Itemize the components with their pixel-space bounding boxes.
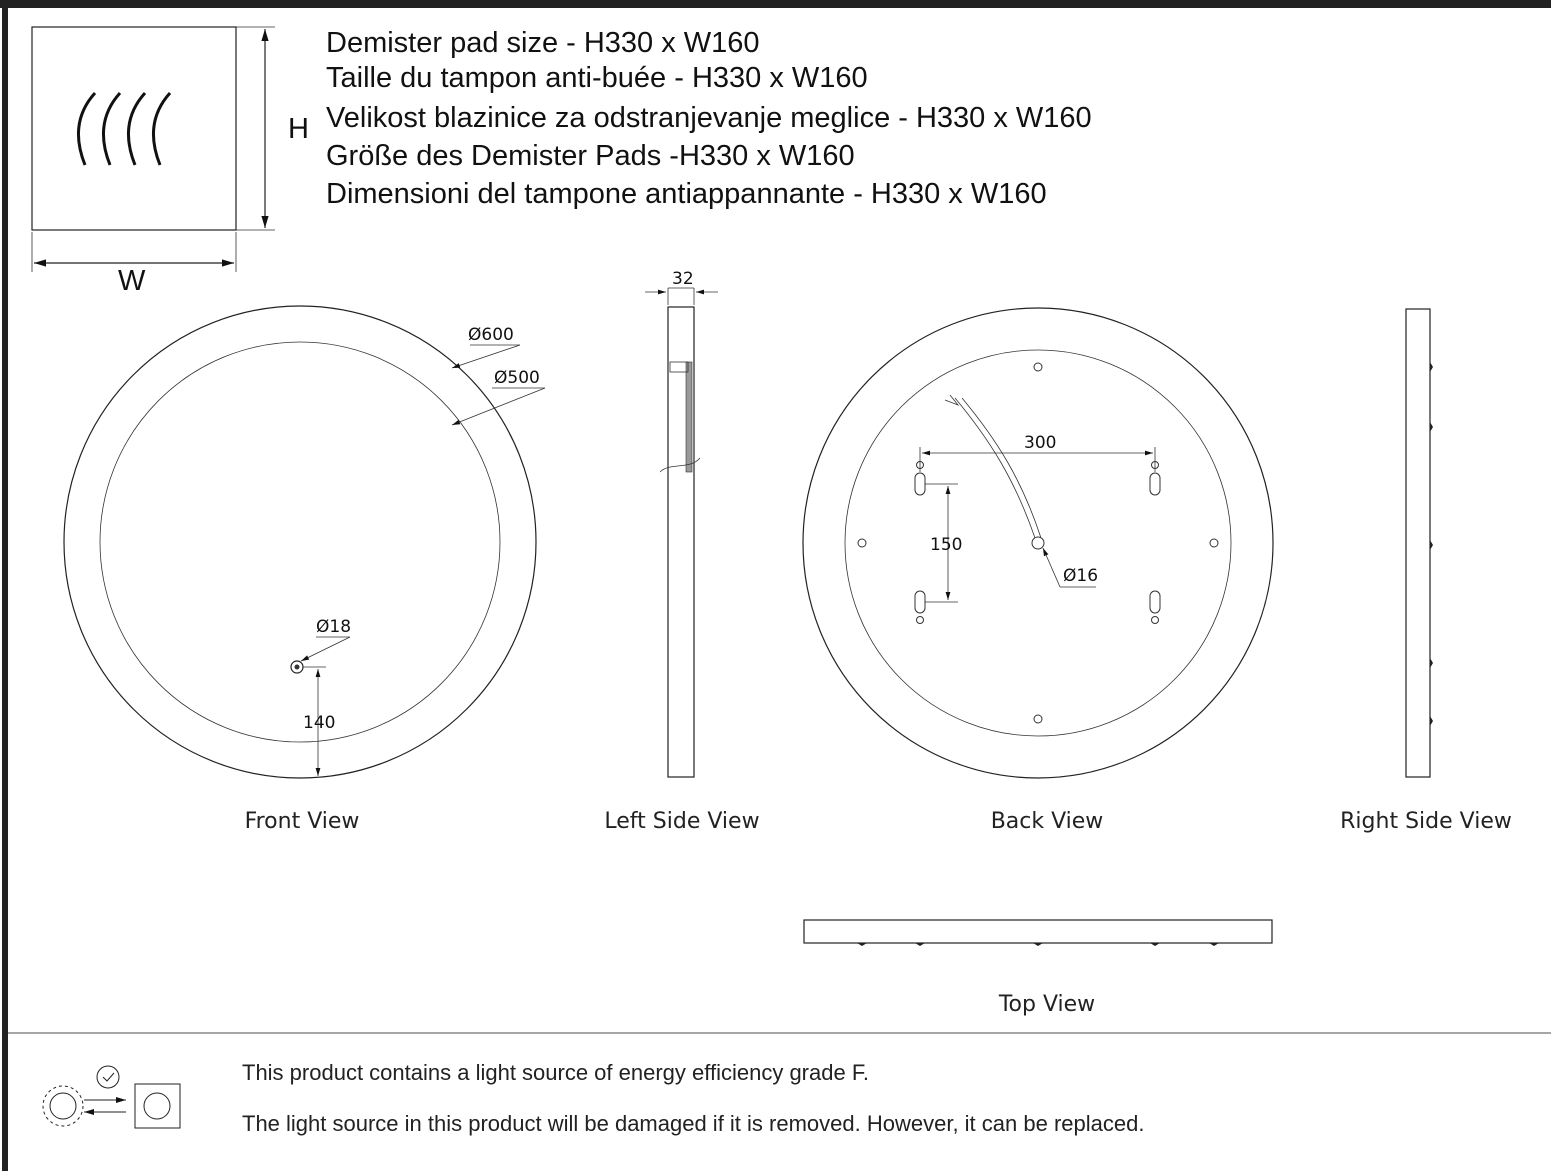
w-label: W [118, 265, 146, 297]
demister-line: Größe des Demister Pads -H330 x W160 [326, 140, 855, 172]
right-side-view [1405, 308, 1433, 778]
demister-line: Demister pad size - H330 x W160 [326, 27, 760, 59]
front-view [63, 305, 546, 779]
dimension: Ø16 [1063, 566, 1098, 586]
dimension: Ø600 [468, 325, 514, 345]
dimension: Ø18 [316, 617, 351, 637]
h-label: H [288, 113, 309, 145]
view-label: Right Side View [1340, 809, 1512, 834]
dimension: Ø500 [494, 368, 540, 388]
view-label: Front View [245, 809, 360, 834]
footer-text: The light source in this product will be… [242, 1111, 1144, 1136]
dimension: 32 [672, 269, 694, 289]
left-side-view [645, 287, 718, 778]
view-label: Back View [991, 809, 1104, 834]
energy-icon [42, 1065, 181, 1129]
footer-text: This product contains a light source of … [242, 1060, 869, 1085]
demister-line: Taille du tampon anti-buée - H330 x W160 [326, 62, 868, 94]
dimension: 300 [1024, 433, 1056, 453]
demister-line: Velikost blazinice za odstranjevanje meg… [326, 102, 1092, 134]
demister-line: Dimensioni del tampone antiappannante - … [326, 178, 1047, 210]
demister-pad [31, 26, 275, 272]
top-view [803, 919, 1273, 946]
back-view [802, 307, 1274, 779]
view-label: Top View [998, 992, 1095, 1017]
dimension: 140 [303, 713, 335, 733]
dimension: 150 [930, 535, 962, 555]
view-label: Left Side View [604, 809, 759, 834]
